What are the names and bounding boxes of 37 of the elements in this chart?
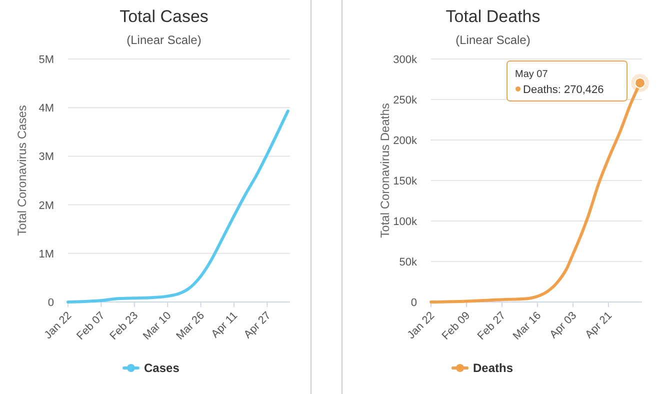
- x-tick-label: Feb 07: [74, 310, 108, 342]
- y-axis-title: Total Coronavirus Cases: [15, 105, 29, 236]
- chart-title: Total Deaths: [446, 7, 540, 26]
- legend-label: Cases: [144, 361, 180, 375]
- y-tick-label: 1M: [38, 248, 54, 260]
- x-tick-label: Mar 26: [174, 310, 207, 342]
- y-tick-label: 300k: [393, 54, 418, 66]
- chart-subtitle: (Linear Scale): [456, 33, 530, 47]
- y-tick-label: 50k: [399, 256, 418, 268]
- x-tick-label: Apr 27: [242, 310, 274, 342]
- annotation: Deaths: 270,426: [523, 84, 604, 96]
- y-tick-label: 250k: [393, 94, 418, 106]
- y-tick-label: 5M: [38, 54, 54, 66]
- line-series: [66, 110, 290, 304]
- x-tick-label: Apr 11: [209, 310, 240, 340]
- x-tick-label: Feb 27: [475, 310, 508, 342]
- x-tick-label: Feb 09: [440, 310, 473, 342]
- y-tick-label: 0: [48, 297, 54, 309]
- y-tick-label: 0: [410, 297, 417, 309]
- chart-title: Total Cases: [120, 7, 208, 26]
- y-tick-label: 200k: [393, 135, 418, 147]
- x-tick-label: Feb 23: [108, 310, 141, 342]
- y-tick-label: 2M: [38, 200, 54, 212]
- x-tick-label: Mar 10: [141, 310, 174, 342]
- x-tick-label: Apr 03: [548, 310, 580, 342]
- chart-subtitle: (Linear Scale): [126, 33, 202, 47]
- y-axis-title: Total Coronavirus Deaths: [378, 103, 392, 238]
- y-tick-label: 100k: [393, 216, 418, 228]
- y-tick-label: 150k: [393, 176, 418, 188]
- y-tick-label: 3M: [38, 151, 54, 164]
- x-tick-label: Jan 22: [42, 310, 74, 342]
- legend-label: Deaths: [473, 361, 514, 375]
- y-tick-label: 4M: [38, 102, 54, 115]
- x-tick-label: Jan 22: [405, 310, 438, 342]
- x-tick-label: Mar 16: [510, 310, 544, 342]
- x-tick-label: Apr 21: [583, 310, 615, 342]
- annotation: May 07: [515, 68, 548, 80]
